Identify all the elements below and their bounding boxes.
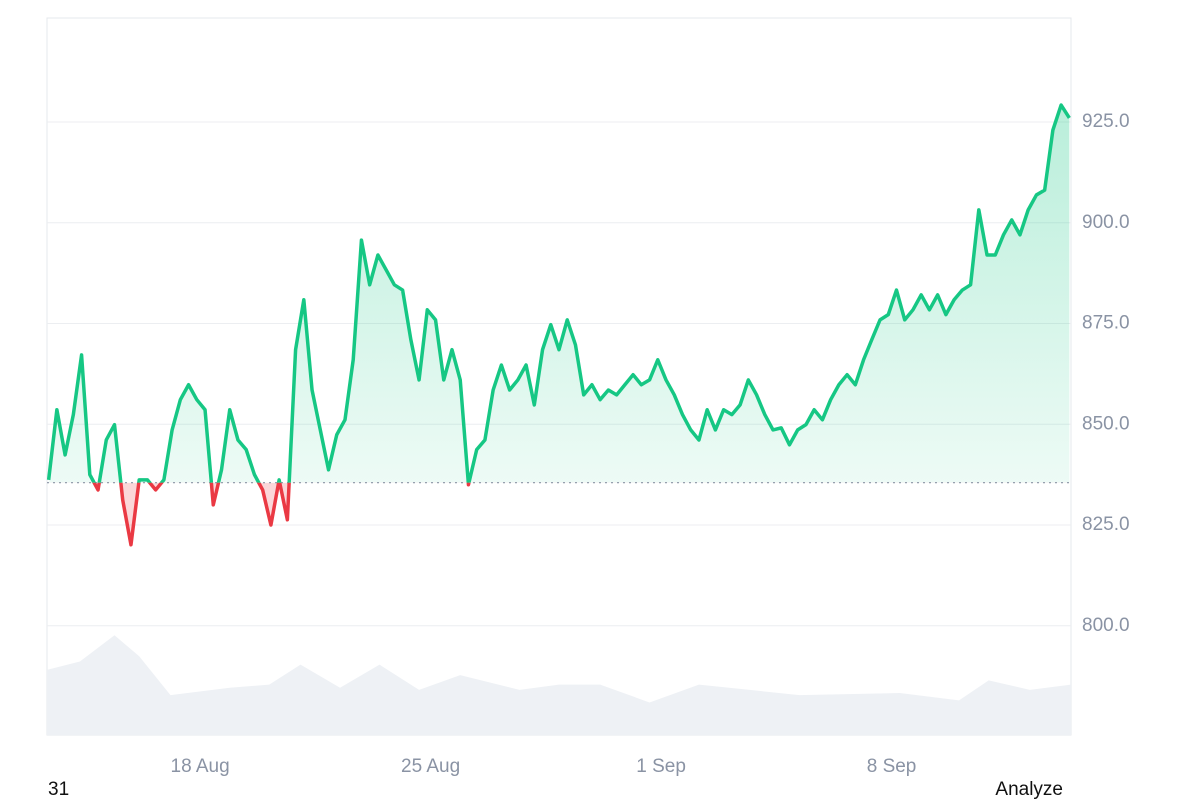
x-tick-label: 8 Sep [867, 756, 917, 777]
footer-right[interactable]: Analyze [995, 779, 1063, 800]
volume-area [47, 635, 1071, 735]
x-tick-label: 18 Aug [171, 756, 230, 777]
x-tick-label: 25 Aug [401, 756, 460, 777]
y-tick-label: 900.0 [1082, 212, 1130, 233]
footer-left: 31 [48, 779, 69, 800]
y-tick-label: 925.0 [1082, 111, 1130, 132]
price-line-up [46, 103, 1071, 483]
y-tick-label: 850.0 [1082, 413, 1130, 434]
area-up [48, 105, 1070, 483]
y-tick-label: 800.0 [1082, 615, 1130, 636]
y-tick-label: 875.0 [1082, 313, 1130, 334]
x-tick-label: 1 Sep [636, 756, 686, 777]
y-tick-label: 825.0 [1082, 514, 1130, 535]
